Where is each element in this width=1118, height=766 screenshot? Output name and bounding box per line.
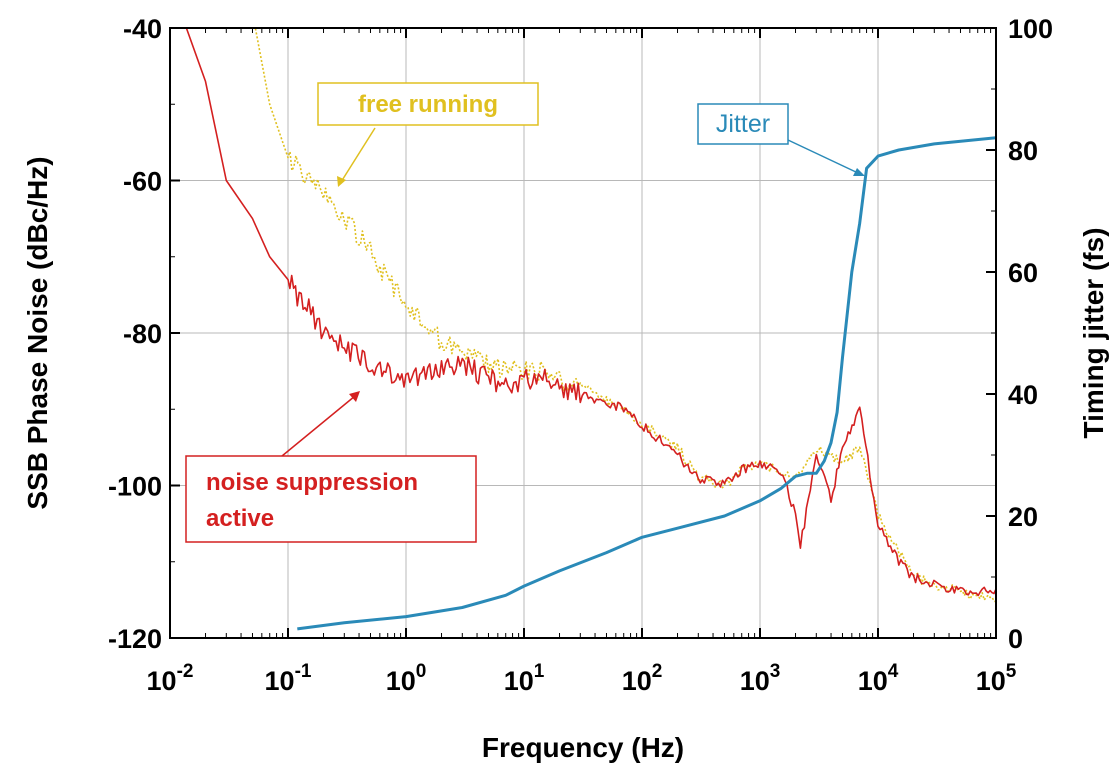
- x-tick-base: 10: [147, 666, 177, 696]
- y-right-axis-title: Timing jitter (fs): [1078, 227, 1109, 438]
- free-running-box: [317, 82, 539, 126]
- y-right-tick-label: 0: [1008, 624, 1023, 654]
- y-right-tick-label: 60: [1008, 258, 1038, 288]
- y-left-tick-label: -60: [123, 167, 162, 197]
- x-tick-label: 102: [622, 661, 663, 696]
- y-right-tick-label: 40: [1008, 380, 1038, 410]
- x-tick-label: 100: [386, 661, 427, 696]
- x-tick-base: 10: [740, 666, 770, 696]
- x-tick-base: 10: [858, 666, 888, 696]
- x-tick-label: 10-2: [147, 661, 194, 696]
- free-running-arrowhead: [337, 176, 346, 187]
- x-tick-exponent: 0: [416, 661, 427, 682]
- series-noise-suppression-active: [185, 28, 996, 597]
- x-axis-title: Frequency (Hz): [482, 732, 684, 763]
- jitter-arrow: [787, 139, 859, 174]
- x-tick-label: 10-1: [265, 661, 312, 696]
- tick-labels: 10-2 10-1 100 101 102 103 104 105-40-60-80-100-…: [108, 14, 1053, 696]
- y-left-tick-label: -120: [108, 624, 162, 654]
- x-tick-exponent: -2: [177, 661, 194, 682]
- x-tick-exponent: 4: [888, 661, 899, 682]
- x-tick-base: 10: [265, 666, 295, 696]
- free-running-annotation: free running: [317, 82, 539, 187]
- x-tick-base: 10: [386, 666, 416, 696]
- jitter-label: Jitter: [716, 110, 770, 138]
- noise-suppression-box: [185, 455, 477, 543]
- y-left-axis-title: SSB Phase Noise (dBc/Hz): [22, 156, 53, 509]
- y-left-tick-label: -100: [108, 472, 162, 502]
- y-right-tick-label: 80: [1008, 136, 1038, 166]
- x-tick-base: 10: [622, 666, 652, 696]
- x-tick-label: 103: [740, 661, 781, 696]
- x-tick-exponent: -1: [295, 661, 312, 682]
- x-tick-exponent: 1: [534, 661, 545, 682]
- noise-suppression-arrowhead: [349, 391, 360, 402]
- noise-suppression-label-line2: active: [206, 505, 274, 532]
- x-tick-exponent: 2: [652, 661, 663, 682]
- free-running-label: free running: [358, 91, 498, 118]
- grid: [170, 28, 996, 638]
- series-jitter: [297, 136, 996, 631]
- y-left-tick-label: -40: [123, 14, 162, 44]
- noise-suppression-arrow: [281, 395, 356, 457]
- y-right-tick-label: 100: [1008, 14, 1053, 44]
- free-running-arrow: [340, 127, 376, 183]
- x-tick-label: 101: [504, 661, 545, 696]
- series-layer: [185, 28, 996, 631]
- noise-suppression-annotation: noise suppression active: [185, 391, 477, 543]
- jitter-arrowhead: [853, 168, 865, 176]
- noise-suppression-label-line1: noise suppression: [206, 469, 418, 496]
- x-tick-exponent: 3: [770, 661, 781, 682]
- jitter-annotation: Jitter: [697, 103, 865, 176]
- x-tick-base: 10: [504, 666, 534, 696]
- x-tick-label: 105: [976, 661, 1017, 696]
- ticks: [169, 27, 997, 639]
- jitter-box: [697, 103, 789, 145]
- x-tick-exponent: 5: [1006, 661, 1017, 682]
- y-right-tick-label: 20: [1008, 502, 1038, 532]
- x-tick-label: 104: [858, 661, 899, 696]
- y-left-tick-label: -80: [123, 319, 162, 349]
- x-tick-base: 10: [976, 666, 1006, 696]
- series-free-running: [254, 28, 996, 603]
